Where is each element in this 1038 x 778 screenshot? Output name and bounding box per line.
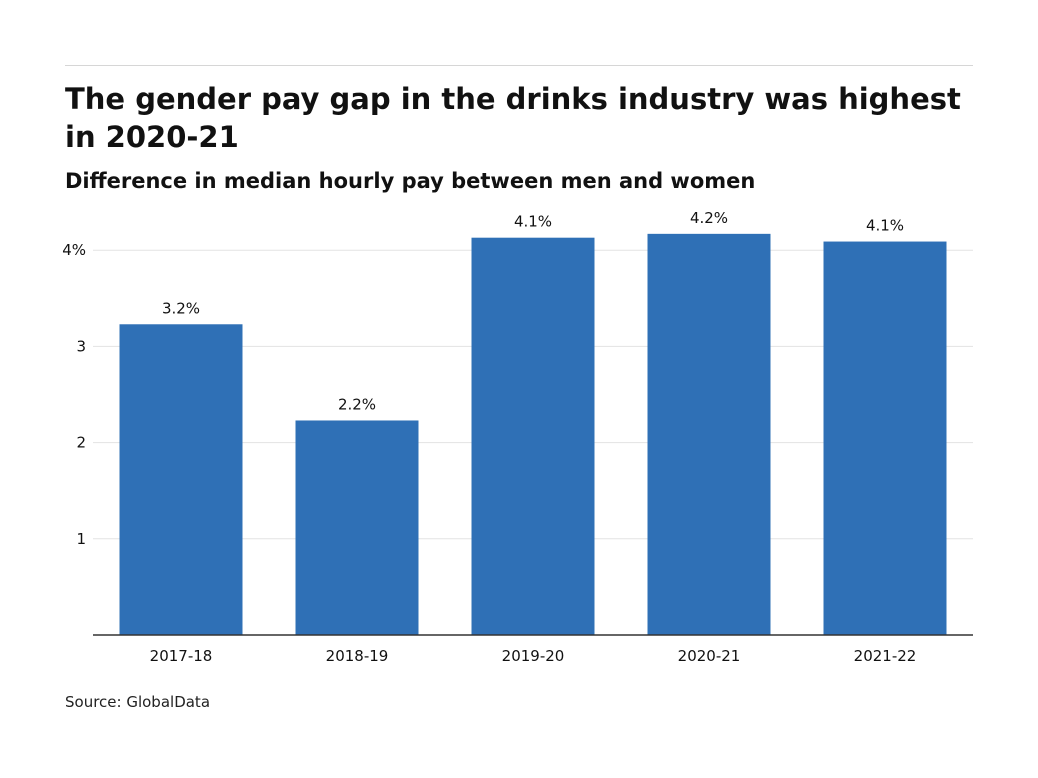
x-tick-label: 2021-22 [854,647,917,665]
x-tick-label: 2017-18 [150,647,213,665]
bar [823,241,947,636]
data-label: 3.2% [162,299,200,317]
x-tick-label: 2018-19 [326,647,389,665]
bar [119,324,243,635]
axes: 1 2 3 4% 2017-18 2018-19 2019-20 2020-21 2021-22 [62,241,973,665]
y-tick-label: 2 [76,434,86,452]
source-note: Source: GlobalData [65,693,211,711]
chart-subtitle: Difference in median hourly pay between … [65,169,756,193]
y-tick-label: 1 [76,530,86,548]
data-label: 2.2% [338,395,376,413]
data-label: 4.2% [690,209,728,227]
data-label: 4.1% [514,213,552,231]
y-tick-label: 3 [76,337,86,355]
bar [295,420,419,635]
y-tick-label: 4% [62,241,86,259]
bar [471,237,595,635]
x-tick-label: 2020-21 [678,647,741,665]
x-tick-label: 2019-20 [502,647,565,665]
bars [119,233,947,636]
chart-title: The gender pay gap in the drinks industr… [65,82,961,154]
bar [647,233,771,635]
data-labels: 3.2% 2.2% 4.1% 4.2% 4.1% [162,209,904,414]
top-divider [65,65,973,66]
data-label: 4.1% [866,217,904,235]
